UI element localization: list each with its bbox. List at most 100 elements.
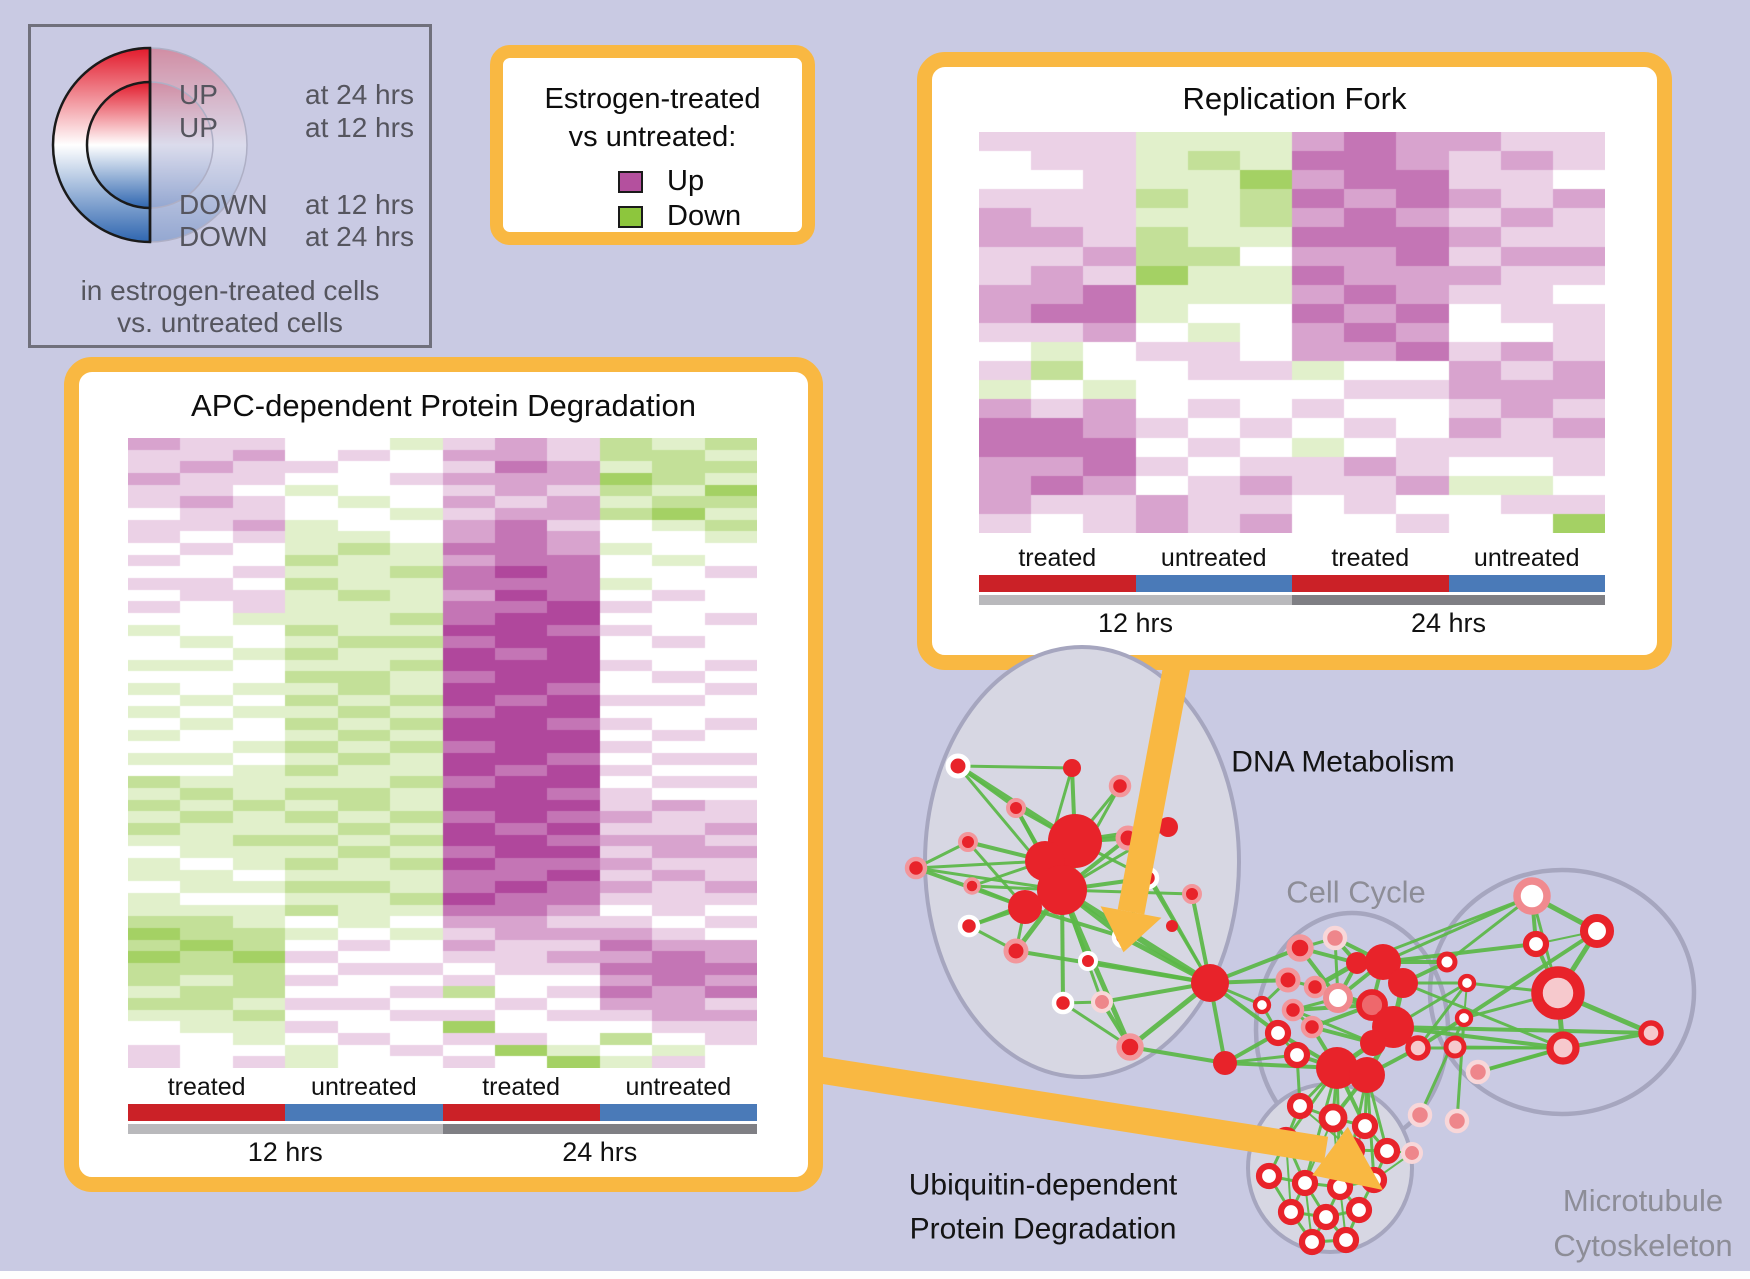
gene-node: [1522, 930, 1550, 958]
condition-labels: treated untreated treated untreated: [128, 1073, 757, 1102]
gene-node: [1531, 966, 1585, 1020]
network-edge: [1295, 1054, 1302, 1107]
ring-left-solid: [51, 46, 152, 244]
gene-node: [1322, 925, 1348, 951]
network-edge: [1014, 807, 1064, 891]
network-edge: [1477, 1046, 1564, 1074]
network-edge: [1534, 943, 1560, 994]
updown-direction: DOWN: [179, 189, 268, 220]
gene-node: [1356, 989, 1388, 1021]
network-edge: [1337, 995, 1373, 1008]
network-edge: [1333, 936, 1359, 965]
gene-node: [1323, 983, 1353, 1013]
gene-node: [1326, 1173, 1354, 1201]
network-edge: [1015, 949, 1211, 985]
ring-right-faded: [149, 47, 248, 243]
network-edge: [1390, 982, 1406, 1028]
network-edge: [1402, 981, 1564, 1050]
network-edge: [1338, 1149, 1354, 1188]
network-edge: [1061, 888, 1193, 896]
gene-node: [1078, 951, 1098, 971]
network-edge: [1298, 1066, 1339, 1108]
network-edge: [1062, 1000, 1103, 1005]
network-edge: [1073, 785, 1122, 842]
apc-degradation-panel: APC-dependent Protein Degradation treate…: [64, 357, 823, 1192]
condition-label: untreated: [625, 1073, 732, 1101]
network-edge: [1024, 905, 1124, 939]
network-edge: [1371, 1025, 1395, 1045]
gene-node: [1182, 884, 1202, 904]
up-swatch: [618, 170, 643, 193]
gene-node: [1346, 952, 1368, 974]
condition-label: treated: [167, 1073, 246, 1101]
network-edge: [968, 905, 1026, 928]
updown-caption-line2: vs. untreated cells: [117, 307, 343, 338]
network-edge: [968, 888, 1063, 928]
network-edge: [1260, 978, 1290, 1007]
network-edge: [1555, 992, 1566, 1049]
network-edge: [1339, 1186, 1347, 1241]
condition-bar: [1135, 575, 1292, 592]
gene-node: [1443, 1035, 1467, 1059]
updown-time: at 12 hrs: [305, 112, 414, 143]
network-edge: [1303, 1182, 1328, 1218]
network-edge: [1311, 1025, 1374, 1045]
gene-node: [1638, 1020, 1664, 1046]
network-edge: [1351, 1148, 1388, 1153]
network-edge: [1298, 946, 1340, 1000]
network-edge: [1074, 839, 1149, 880]
network-edge: [1260, 1004, 1280, 1034]
network-edge: [1060, 889, 1104, 1003]
legend-item-down: Down: [618, 200, 741, 233]
gene-node: [1457, 973, 1477, 993]
gene-node: [1298, 1228, 1326, 1256]
network-edge: [1331, 1067, 1339, 1119]
condition-bars: [128, 1104, 757, 1121]
network-edge: [1466, 981, 1559, 995]
gene-node: [1405, 1035, 1431, 1061]
condition-label: treated: [1331, 544, 1410, 572]
gene-node: [1277, 1198, 1305, 1226]
network-edge: [1365, 1074, 1376, 1181]
gene-node: [1345, 1196, 1373, 1224]
network-edge: [915, 866, 1063, 892]
network-edge: [1060, 888, 1125, 939]
updown-direction: UP: [179, 79, 218, 110]
network-edge: [1014, 807, 1047, 862]
gene-node: [1111, 925, 1135, 949]
gene-node: [1303, 975, 1327, 999]
network-edge: [1208, 982, 1227, 1064]
network-edge: [1146, 877, 1212, 984]
legend-item-up: Up: [618, 165, 704, 198]
network-edge: [1530, 895, 1538, 945]
gene-node: [904, 856, 928, 880]
network-edge: [1331, 1117, 1354, 1151]
network-edge: [1382, 942, 1537, 964]
down-label: Down: [667, 200, 742, 232]
figure-bottom-margin: [0, 1271, 1750, 1279]
gene-node: [1115, 825, 1141, 851]
gene-node: [1108, 774, 1132, 798]
network-edge: [1101, 981, 1211, 1004]
network-edge: [1129, 1045, 1226, 1065]
legend-title-line2: vs untreated:: [568, 121, 737, 153]
network-edge: [1325, 1208, 1360, 1219]
network-edge: [1557, 990, 1652, 1036]
condition-label: untreated: [311, 1073, 417, 1101]
panel-title: APC-dependent Protein Degradation: [191, 388, 696, 423]
gene-node: [1372, 1006, 1414, 1048]
network-edge: [1562, 1031, 1652, 1050]
network-edge: [1015, 806, 1076, 843]
gene-node: [1281, 998, 1305, 1022]
gene-node: [1166, 920, 1178, 932]
network-edge: [1338, 1186, 1361, 1211]
network-edge: [1060, 889, 1090, 962]
network-edge: [1365, 1074, 1389, 1152]
gene-node: [1318, 1103, 1348, 1133]
condition-labels: treated untreated treated untreated: [979, 544, 1605, 573]
network-edge: [956, 763, 1077, 844]
gene-node: [1006, 798, 1026, 818]
network-edge: [1324, 1216, 1348, 1241]
network-edge: [1332, 1116, 1366, 1128]
